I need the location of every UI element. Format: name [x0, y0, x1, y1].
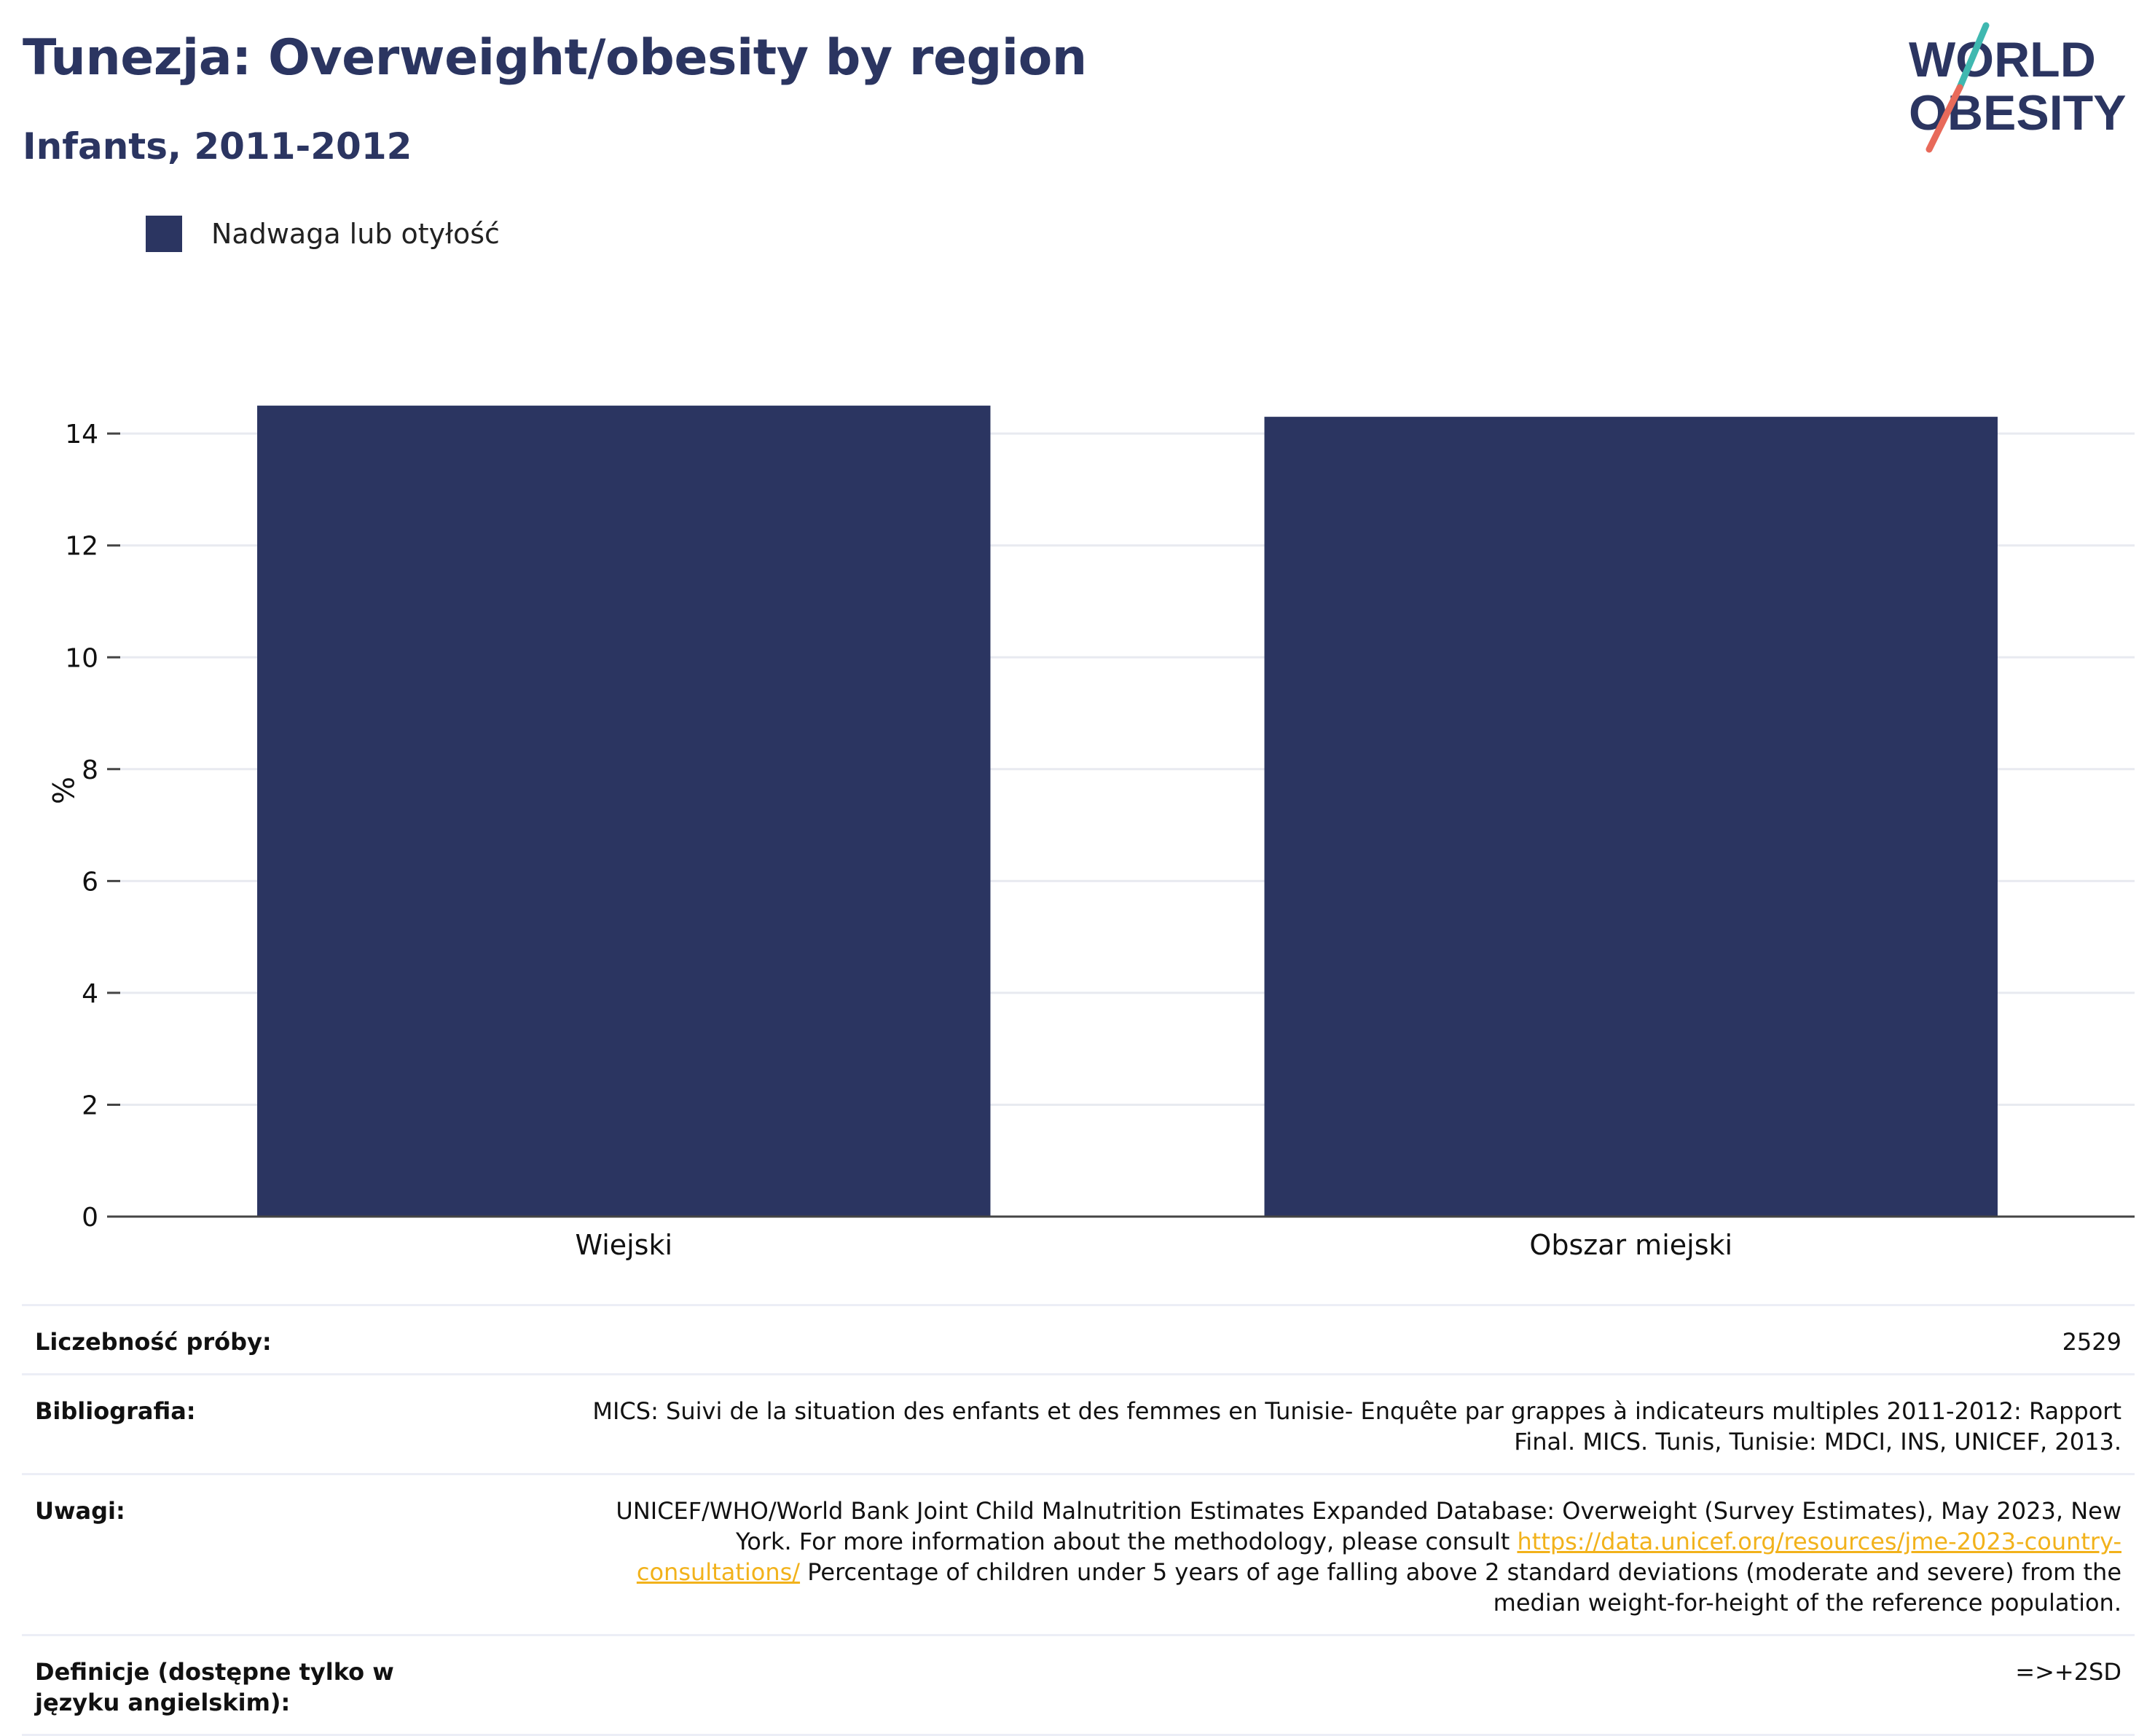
info-row-definitions: Definicje (dostępne tylko w języku angie… — [22, 1634, 2135, 1736]
page-title: Tunezja: Overweight/obesity by region — [23, 29, 1087, 87]
y-tick-label: 10 — [65, 643, 98, 673]
bar — [257, 405, 991, 1217]
bar — [1264, 417, 1998, 1217]
info-row-bibliography: Bibliografia: MICS: Suivi de la situatio… — [22, 1373, 2135, 1473]
info-row-sample: Liczebność próby: 2529 — [22, 1304, 2135, 1373]
logo-slash-bottom — [1926, 84, 1963, 153]
notes-text-2: Percentage of children under 5 years of … — [800, 1558, 2121, 1617]
sample-value: 2529 — [2062, 1328, 2121, 1356]
logo-line2: OBESITY — [1909, 85, 2127, 141]
logo-line1: WORLD — [1909, 32, 2096, 87]
definitions-label: Definicje (dostępne tylko w języku angie… — [35, 1658, 394, 1716]
legend-label: Nadwaga lub otyłość — [211, 218, 500, 250]
logo-slash-top — [1956, 22, 1990, 91]
bibliography-label: Bibliografia: — [35, 1397, 196, 1425]
sample-label: Liczebność próby: — [35, 1328, 272, 1356]
y-tick-label: 2 — [82, 1091, 98, 1120]
notes-label: Uwagi: — [35, 1497, 125, 1525]
legend[interactable]: Nadwaga lub otyłość — [146, 216, 500, 252]
y-tick-label: 0 — [82, 1203, 98, 1233]
page-subtitle: Infants, 2011-2012 — [23, 125, 412, 168]
y-tick-label: 8 — [82, 755, 98, 785]
info-table: Liczebność próby: 2529 Bibliografia: MIC… — [22, 1304, 2135, 1736]
x-tick-label: Obszar miejski — [1529, 1229, 1732, 1261]
y-tick-label: 12 — [65, 532, 98, 562]
y-tick-label: 14 — [65, 420, 98, 449]
y-axis-label: % — [45, 777, 79, 804]
y-tick-label: 6 — [82, 867, 98, 897]
bar-chart: 0 2 4 6 8 10 12 14 Wiejski Obszar miejski% — [45, 405, 2135, 1261]
y-tick-label: 4 — [82, 979, 98, 1009]
notes-value: UNICEF/WHO/World Bank Joint Child Malnut… — [592, 1496, 2121, 1618]
info-row-notes: Uwagi: UNICEF/WHO/World Bank Joint Child… — [22, 1473, 2135, 1634]
legend-swatch — [146, 216, 182, 252]
notes-text-1: UNICEF/WHO/World Bank Joint Child Malnut… — [616, 1497, 2121, 1555]
x-tick-label: Wiejski — [575, 1229, 672, 1261]
bibliography-value: MICS: Suivi de la situation des enfants … — [592, 1397, 2121, 1456]
definitions-value: =>+2SD — [2015, 1658, 2121, 1686]
notes-link[interactable]: https://data.unicef.org/resources/jme-20… — [636, 1528, 2121, 1586]
world-obesity-logo: WORLD OBESITY — [1909, 22, 2127, 153]
